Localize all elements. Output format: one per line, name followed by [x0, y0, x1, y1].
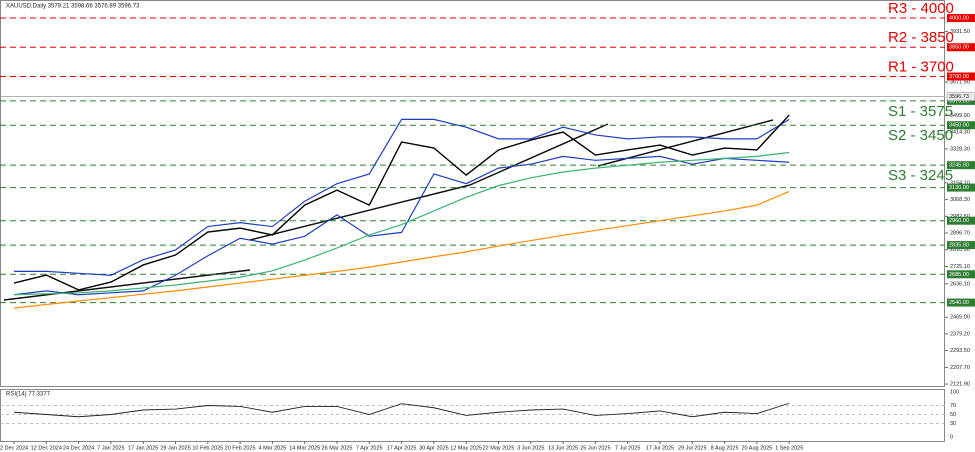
level-value-label: 3700.00 [949, 74, 969, 80]
rsi-tick-label: 30 [950, 421, 956, 427]
y-tick-label: 2293.50 [950, 348, 970, 354]
level-box [947, 43, 975, 52]
series-line [13, 114, 790, 291]
x-tick-label: 22 May 2025 [483, 445, 515, 451]
x-tick-label: 4 Mar 2025 [258, 445, 286, 451]
chart-title: XAUUSD,Daily 3579.21 3598.66 3576.89 359… [6, 4, 140, 10]
series-line [14, 118, 790, 276]
level-label: S1 - 3575 [888, 103, 953, 120]
y-tick-label: 3671.50 [950, 80, 970, 86]
level-value-label: 3130.00 [949, 185, 969, 191]
level-box [947, 270, 975, 279]
x-tick-label: 7 Jul 2025 [615, 445, 640, 451]
x-tick-label: 17 Jul 2025 [646, 445, 674, 451]
y-tick-label: 2725.10 [950, 264, 970, 270]
y-tick-label: 3931.50 [950, 29, 970, 35]
trendline [469, 123, 609, 186]
level-value-label: 3245.00 [949, 163, 969, 169]
level-value-label: 2960.00 [949, 218, 969, 224]
x-tick-label: 3 Jun 2025 [517, 445, 544, 451]
x-tick-label: 24 Dec 2024 [63, 445, 94, 451]
level-value-label: 2685.00 [949, 272, 969, 278]
x-tick-label: 17 Jan 2025 [128, 445, 158, 451]
y-tick-label: 2121.90 [950, 381, 970, 387]
level-value-label: 2835.00 [949, 243, 969, 249]
level-label: R1 - 3700 [888, 58, 954, 75]
price-panel [0, 0, 945, 387]
x-tick-label: 7 Jan 2025 [97, 445, 124, 451]
level-box [947, 298, 975, 307]
x-tick-label: 30 Apr 2025 [419, 445, 449, 451]
rsi-tick-label: 0 [950, 434, 953, 440]
x-tick-label: 8 Aug 2025 [711, 445, 739, 451]
level-box [947, 183, 975, 192]
level-value-label: 3450.00 [949, 123, 969, 129]
x-tick-label: 20 Feb 2025 [225, 445, 256, 451]
level-value-label: 3575.00 [949, 98, 969, 104]
rsi-line [13, 402, 790, 418]
series-line [13, 155, 790, 296]
price-box [946, 92, 975, 101]
y-tick-label: 3068.30 [950, 197, 970, 203]
x-tick-label: 12 May 2025 [450, 445, 482, 451]
x-tick-label: 17 Apr 2025 [387, 445, 417, 451]
level-label: R2 - 3850 [888, 29, 954, 46]
level-box [947, 121, 975, 130]
series-line [13, 151, 790, 296]
level-box [947, 14, 975, 23]
y-tick-label: 3154.10 [950, 180, 970, 186]
rsi-tick-label: 50 [950, 412, 956, 418]
y-tick-label: 3328.30 [950, 146, 970, 152]
y-tick-label: 2207.70 [950, 365, 970, 371]
x-tick-label: 10 Feb 2025 [192, 445, 223, 451]
trendline [3, 269, 251, 301]
level-label: R3 - 4000 [888, 0, 954, 17]
x-tick-label: 26 Mar 2025 [322, 445, 353, 451]
price-label: 3596.73 [949, 94, 969, 100]
level-box [947, 72, 975, 81]
rsi-tick-label: 100 [950, 389, 959, 395]
x-tick-label: 2 Dec 2024 [0, 445, 28, 451]
x-tick-label: 14 Mar 2025 [289, 445, 320, 451]
y-tick-label: 3414.30 [950, 130, 970, 136]
x-tick-label: 20 Aug 2025 [741, 445, 772, 451]
x-tick-label: 13 Jun 2025 [548, 445, 578, 451]
level-value-label: 4000.00 [949, 15, 969, 21]
level-value-label: 3850.00 [949, 45, 969, 51]
trendline [249, 184, 471, 241]
x-tick-label: 1 Sep 2025 [775, 445, 803, 451]
level-label: S2 - 3450 [888, 127, 953, 144]
x-tick-label: 29 Jul 2025 [678, 445, 706, 451]
rsi-tick-label: 70 [950, 403, 956, 409]
rsi-panel [0, 389, 945, 442]
x-tick-label: 12 Dec 2024 [31, 445, 62, 451]
y-tick-label: 2636.10 [950, 281, 970, 287]
level-box [947, 216, 975, 225]
level-value-label: 2540.00 [949, 300, 969, 306]
series-line [13, 190, 790, 309]
rsi-label: RSI(14) 77.3377 [6, 392, 51, 398]
y-tick-label: 2465.00 [950, 315, 970, 321]
level-box [947, 161, 975, 170]
x-tick-label: 25 Jun 2025 [580, 445, 610, 451]
x-tick-label: 7 Apr 2025 [356, 445, 383, 451]
y-tick-label: 2810.90 [950, 247, 970, 253]
y-tick-label: 3499.90 [950, 113, 970, 119]
level-label: S3 - 3245 [888, 167, 953, 184]
y-tick-label: 2379.20 [950, 331, 970, 337]
level-box [947, 241, 975, 250]
y-tick-label: 2896.70 [950, 231, 970, 237]
x-tick-label: 29 Jan 2025 [160, 445, 190, 451]
